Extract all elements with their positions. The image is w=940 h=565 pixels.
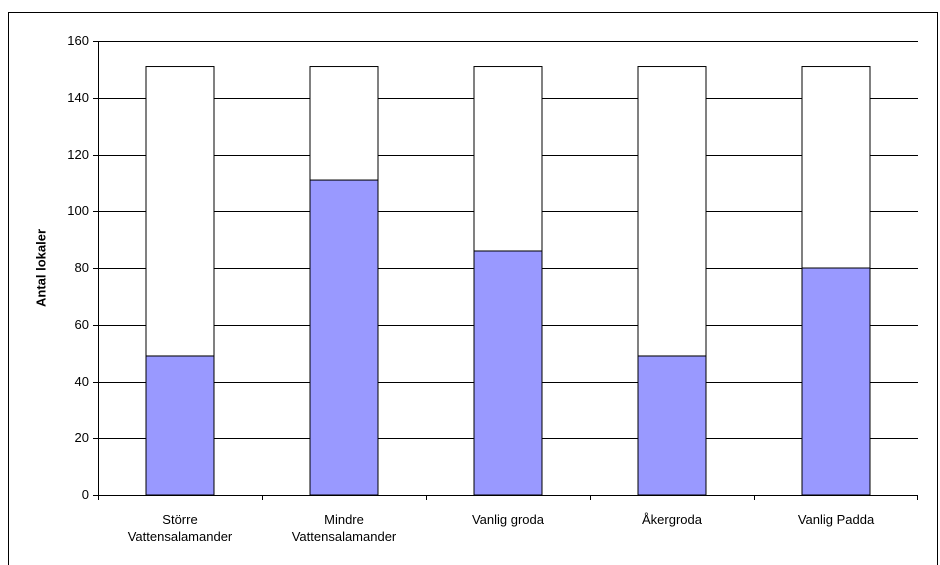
y-tick-label: 0 xyxy=(82,487,89,502)
y-tick-label: 140 xyxy=(67,90,89,105)
y-tick-label: 80 xyxy=(75,260,89,275)
bar-segment xyxy=(473,250,543,496)
bar-segment xyxy=(473,66,543,252)
x-tick-label: Vanlig Padda xyxy=(798,512,875,527)
bar-segment xyxy=(309,66,379,181)
bar-segment xyxy=(145,355,215,496)
bar-segment xyxy=(637,66,707,357)
bar-segment xyxy=(801,267,871,496)
y-tick-label: 40 xyxy=(75,374,89,389)
x-tick-label: Mindre Vattensalamander xyxy=(292,512,397,544)
y-tick-label: 60 xyxy=(75,317,89,332)
x-tick-label: Åkergroda xyxy=(642,512,703,527)
y-tick-label: 160 xyxy=(67,33,89,48)
x-tick-label: Större Vattensalamander xyxy=(128,512,233,544)
bar-segment xyxy=(801,66,871,269)
bar-segment xyxy=(145,66,215,357)
y-tick-label: 20 xyxy=(75,430,89,445)
y-tick-label: 100 xyxy=(67,203,89,218)
y-tick-label: 120 xyxy=(67,147,89,162)
y-axis-label: Antal lokaler xyxy=(33,229,48,307)
bar-segment xyxy=(637,355,707,496)
x-tick-label: Vanlig groda xyxy=(472,512,545,527)
bar-segment xyxy=(309,179,379,496)
